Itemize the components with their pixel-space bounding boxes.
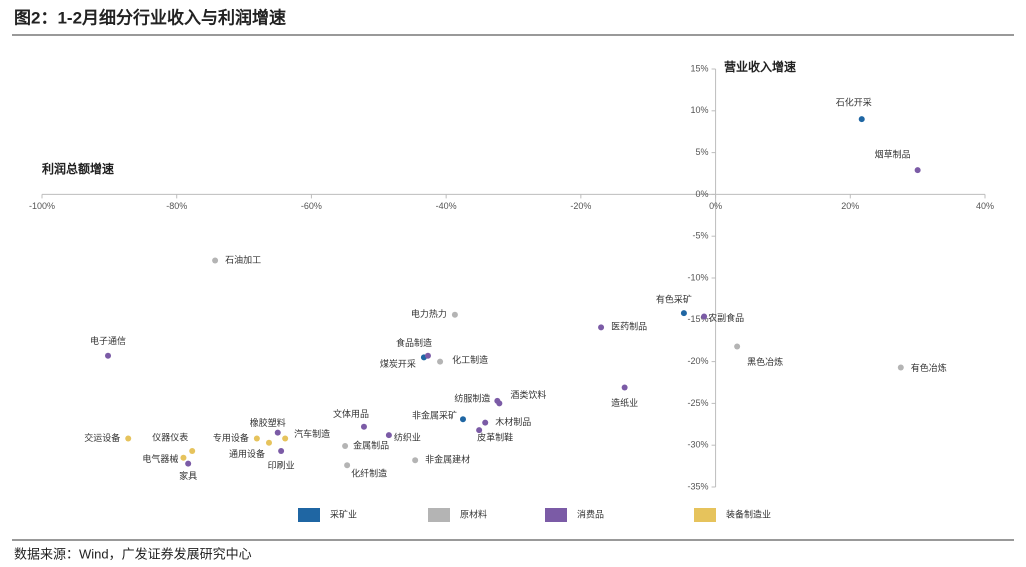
point	[278, 448, 285, 455]
point	[282, 435, 289, 442]
point	[598, 324, 605, 331]
point-label: 农副食品	[708, 312, 744, 323]
point-label: 石油加工	[225, 254, 261, 265]
point-label: 家具	[179, 470, 197, 481]
point-label: 木材制品	[495, 416, 531, 427]
point	[385, 432, 392, 439]
point-label: 电气器械	[142, 453, 178, 464]
legend-swatch	[545, 508, 567, 522]
x-tick-label: -80%	[166, 201, 187, 211]
point	[253, 435, 260, 442]
y-axis-title: 营业收入增速	[724, 59, 796, 74]
point	[897, 364, 904, 371]
point-label: 印刷业	[268, 459, 295, 470]
point	[496, 400, 503, 407]
y-tick-label: 5%	[696, 147, 709, 157]
x-tick-label: -20%	[570, 201, 591, 211]
point-label: 煤炭开采	[380, 358, 416, 369]
point-label: 食品制造	[396, 337, 432, 348]
y-tick-label: -25%	[688, 398, 709, 408]
x-tick-label: -100%	[29, 201, 55, 211]
point-label: 通用设备	[229, 448, 265, 459]
x-tick-label: 0%	[709, 201, 722, 211]
y-tick-label: 15%	[691, 63, 709, 73]
point	[701, 313, 708, 320]
point-label: 纺服制造	[454, 392, 490, 403]
point-label: 纺织业	[394, 432, 421, 443]
legend-swatch	[298, 508, 320, 522]
point-label: 橡胶塑料	[250, 417, 286, 428]
point	[185, 460, 192, 467]
y-tick-label: -35%	[688, 481, 709, 491]
point	[621, 384, 628, 391]
point	[451, 311, 458, 318]
point	[424, 352, 431, 359]
x-axis-title: 利润总额增速	[42, 161, 114, 176]
point	[734, 343, 741, 350]
y-tick-label: -20%	[688, 356, 709, 366]
point	[189, 448, 196, 455]
point-label: 烟草制品	[875, 149, 911, 160]
point-label: 金属制品	[353, 439, 389, 450]
point	[212, 257, 219, 264]
point	[265, 439, 272, 446]
point	[914, 167, 921, 174]
legend-swatch	[428, 508, 450, 522]
point	[360, 423, 367, 430]
y-tick-label: -5%	[693, 231, 709, 241]
point-label: 专用设备	[213, 432, 249, 443]
source: 数据来源：Wind，广发证券发展研究中心	[14, 546, 252, 561]
point	[180, 454, 187, 461]
point	[342, 443, 349, 450]
point-label: 石化开采	[836, 97, 872, 108]
x-tick-label: -40%	[436, 201, 457, 211]
point-label: 有色冶炼	[911, 362, 947, 373]
point	[125, 435, 132, 442]
point-label: 皮革制鞋	[477, 432, 513, 443]
title: 图2：1-2月细分行业收入与利润增速	[14, 7, 286, 27]
point	[344, 462, 351, 469]
point-label: 造纸业	[611, 397, 638, 408]
point	[459, 416, 466, 423]
point-label: 文体用品	[333, 408, 369, 419]
point-label: 仪器仪表	[152, 431, 188, 442]
y-tick-label: 10%	[691, 105, 709, 115]
legend-label: 装备制造业	[726, 508, 771, 519]
point-label: 电子通信	[90, 335, 126, 346]
point-label: 交运设备	[84, 432, 120, 443]
point-label: 电力热力	[411, 308, 447, 319]
legend-label: 消费品	[577, 508, 604, 519]
x-tick-label: 40%	[976, 201, 994, 211]
point	[105, 352, 112, 359]
point-label: 非金属采矿	[412, 410, 457, 421]
point	[274, 429, 281, 436]
point-label: 汽车制造	[294, 428, 330, 439]
point	[482, 419, 489, 426]
legend-label: 原材料	[460, 508, 487, 519]
y-tick-label: 0%	[696, 189, 709, 199]
legend-label: 采矿业	[330, 508, 357, 519]
point-label: 医药制品	[611, 321, 647, 332]
x-tick-label: -60%	[301, 201, 322, 211]
y-tick-label: -10%	[688, 272, 709, 282]
y-tick-label: -15%	[688, 314, 709, 324]
point-label: 非金属建材	[425, 454, 470, 465]
point	[437, 358, 444, 365]
point-label: 有色采矿	[656, 293, 692, 304]
point-label: 酒类饮料	[510, 389, 546, 400]
legend-swatch	[694, 508, 716, 522]
point	[858, 116, 865, 123]
y-tick-label: -30%	[688, 440, 709, 450]
x-tick-label: 20%	[841, 201, 859, 211]
point-label: 化纤制造	[351, 468, 387, 479]
point	[412, 457, 419, 464]
point	[680, 310, 687, 317]
point-label: 黑色冶炼	[747, 356, 783, 367]
point-label: 化工制造	[452, 354, 488, 365]
point	[476, 427, 483, 434]
